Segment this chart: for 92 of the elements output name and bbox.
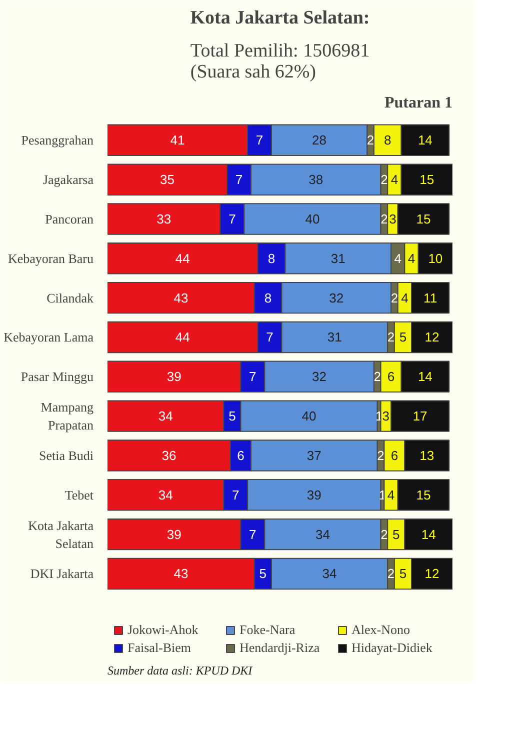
- y-tick-label: Tebet: [64, 487, 94, 502]
- legend-label: Faisal-Biem: [128, 640, 192, 656]
- data-label: 4: [390, 172, 398, 188]
- data-label: 15: [416, 487, 431, 502]
- y-tick-label: Kebayoran Lama: [4, 330, 94, 345]
- data-label: 10: [428, 250, 443, 266]
- data-label: 34: [322, 566, 337, 582]
- data-label: 5: [399, 330, 407, 345]
- data-label: 4: [394, 250, 402, 266]
- data-label: 37: [306, 448, 322, 463]
- data-label: 12: [424, 330, 440, 345]
- y-tick-label: Kota Jakarta Selatan: [28, 518, 94, 551]
- data-label: 32: [329, 290, 344, 306]
- data-label: 5: [228, 408, 236, 424]
- data-label: 14: [421, 526, 436, 542]
- data-label: 14: [418, 132, 432, 148]
- chart-title: Kota Jakarta Selatan:: [190, 8, 370, 28]
- y-tick-label: Setia Budi: [38, 448, 94, 463]
- y-tick-label: DKI Jakarta: [30, 566, 94, 582]
- data-label: 2: [377, 448, 384, 463]
- data-label: 3: [389, 211, 396, 226]
- data-label: 32: [312, 369, 327, 384]
- data-label: 39: [166, 526, 182, 542]
- legend-label: Hendardji-Riza: [240, 640, 321, 656]
- data-label: 14: [418, 369, 432, 384]
- data-label: 41: [170, 132, 185, 148]
- data-label: 43: [174, 566, 188, 582]
- y-tick-label: Mampang Prapatan: [40, 400, 94, 433]
- y-tick-label: Cilandak: [46, 290, 94, 306]
- data-label: 7: [235, 172, 243, 188]
- text: Sumber data asli: KPUD DKI: [108, 664, 254, 678]
- data-label: 8: [264, 290, 272, 306]
- data-label: 39: [166, 369, 182, 384]
- data-label: 2: [380, 211, 388, 226]
- data-label: 2: [380, 172, 388, 188]
- data-label: 2: [387, 330, 395, 345]
- legend-label: Alex-Nono: [352, 622, 411, 638]
- data-label: 44: [175, 250, 190, 266]
- data-label: 4: [387, 487, 395, 502]
- data-label: 34: [315, 526, 330, 542]
- data-label: 8: [268, 250, 276, 266]
- data-label: 38: [308, 172, 324, 188]
- y-tick-label: Pasar Minggu: [20, 369, 94, 384]
- data-label: 28: [312, 132, 327, 148]
- data-label: 39: [306, 487, 322, 502]
- data-label: 7: [266, 330, 274, 345]
- data-label: 15: [420, 172, 434, 188]
- data-label: 2: [380, 526, 388, 542]
- data-label: 2: [387, 566, 395, 582]
- data-label: 15: [416, 211, 431, 226]
- data-label: 3: [382, 408, 390, 424]
- data-label: 7: [228, 211, 236, 226]
- data-label: 35: [160, 172, 175, 188]
- data-label: 40: [302, 408, 316, 424]
- data-label: 6: [390, 448, 398, 463]
- data-label: 7: [256, 132, 264, 148]
- text: Putaran 1: [384, 94, 452, 112]
- chart-subtitle: Total Pemilih: 1506981 (Suara sah 62%): [190, 40, 370, 82]
- data-label: 13: [420, 448, 434, 463]
- y-tick-label: Kebayoran Baru: [8, 250, 94, 266]
- data-label: 6: [237, 448, 244, 463]
- data-label: 6: [387, 369, 395, 384]
- data-label: 31: [330, 250, 346, 266]
- data-label: 5: [392, 526, 400, 542]
- legend-label: Foke-Nara: [240, 622, 296, 638]
- data-label: 43: [174, 290, 188, 306]
- data-label: 2: [374, 369, 381, 384]
- y-tick-label: Pesanggrahan: [21, 132, 94, 148]
- data-label: 33: [156, 211, 172, 226]
- data-label: 12: [424, 566, 440, 582]
- data-label: 17: [412, 408, 428, 424]
- data-label: 4: [408, 250, 416, 266]
- data-label: 11: [424, 290, 438, 306]
- legend-label: Hidayat-Didiek: [352, 640, 434, 656]
- data-label: 7: [249, 369, 256, 384]
- data-label: 5: [259, 566, 267, 582]
- data-label: 31: [327, 330, 342, 345]
- y-tick-label: Pancoran: [45, 211, 94, 226]
- data-label: 4: [401, 290, 408, 306]
- data-label: 5: [399, 566, 407, 582]
- data-label: 34: [158, 487, 173, 502]
- data-label: 2: [390, 290, 398, 306]
- y-tick-label: Jagakarsa: [42, 172, 94, 188]
- data-label: 40: [305, 211, 320, 226]
- data-label: 2: [366, 132, 374, 148]
- data-label: 7: [232, 487, 240, 502]
- data-label: 44: [175, 330, 190, 345]
- data-label: 34: [158, 408, 173, 424]
- data-label: 7: [249, 526, 256, 542]
- data-label: 8: [384, 132, 392, 148]
- legend-label: Jokowi-Ahok: [128, 622, 200, 638]
- data-label: 36: [162, 448, 176, 463]
